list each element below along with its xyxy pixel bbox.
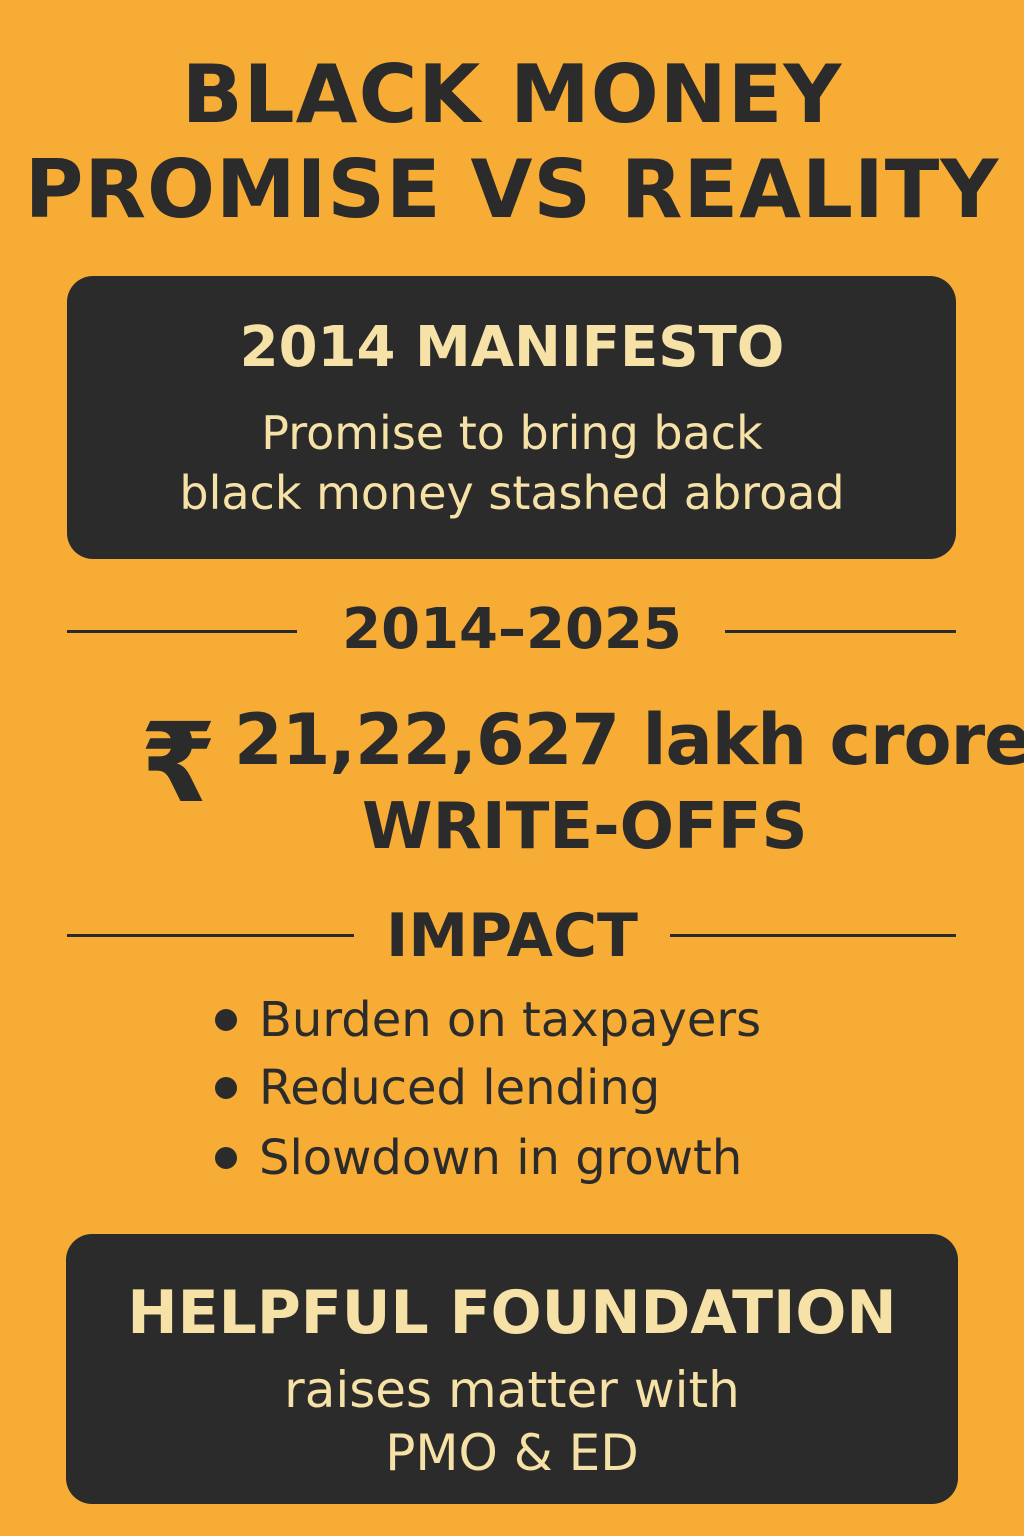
impact-divider-right xyxy=(670,934,956,937)
period-divider-right xyxy=(725,630,956,633)
foundation-box xyxy=(66,1234,958,1504)
impact-list-item: Burden on taxpayers xyxy=(215,996,761,1044)
foundation-text-line-1: raises matter with xyxy=(284,1361,740,1419)
bullet-icon xyxy=(215,1009,237,1031)
bullet-icon xyxy=(215,1147,237,1169)
foundation-heading: HELPFUL FOUNDATION xyxy=(127,1278,897,1348)
writeoff-amount: 21,22,627 lakh crore xyxy=(234,699,1024,781)
rupee-icon: ₹ xyxy=(140,699,217,827)
period-divider-left xyxy=(67,630,297,633)
manifesto-heading: 2014 MANIFESTO xyxy=(239,315,785,380)
impact-item-text: Slowdown in growth xyxy=(259,1130,743,1186)
impact-item-text: Reduced lending xyxy=(259,1060,661,1116)
period-heading: 2014–2025 xyxy=(342,597,682,662)
impact-list-item: Reduced lending xyxy=(215,1064,660,1112)
manifesto-box xyxy=(67,276,956,559)
impact-list-item: Slowdown in growth xyxy=(215,1134,742,1182)
manifesto-text-line-2: black money stashed abroad xyxy=(179,466,845,520)
impact-divider-left xyxy=(67,934,354,937)
impact-heading: IMPACT xyxy=(386,901,638,971)
bullet-icon xyxy=(215,1077,237,1099)
foundation-text-line-2: PMO & ED xyxy=(385,1424,639,1482)
title-line-2: PROMISE VS REALITY xyxy=(24,143,1000,236)
manifesto-text-line-1: Promise to bring back xyxy=(261,406,763,460)
impact-item-text: Burden on taxpayers xyxy=(259,992,762,1048)
writeoff-label: WRITE-OFFS xyxy=(362,790,808,864)
title-line-1: BLACK MONEY xyxy=(181,48,843,141)
